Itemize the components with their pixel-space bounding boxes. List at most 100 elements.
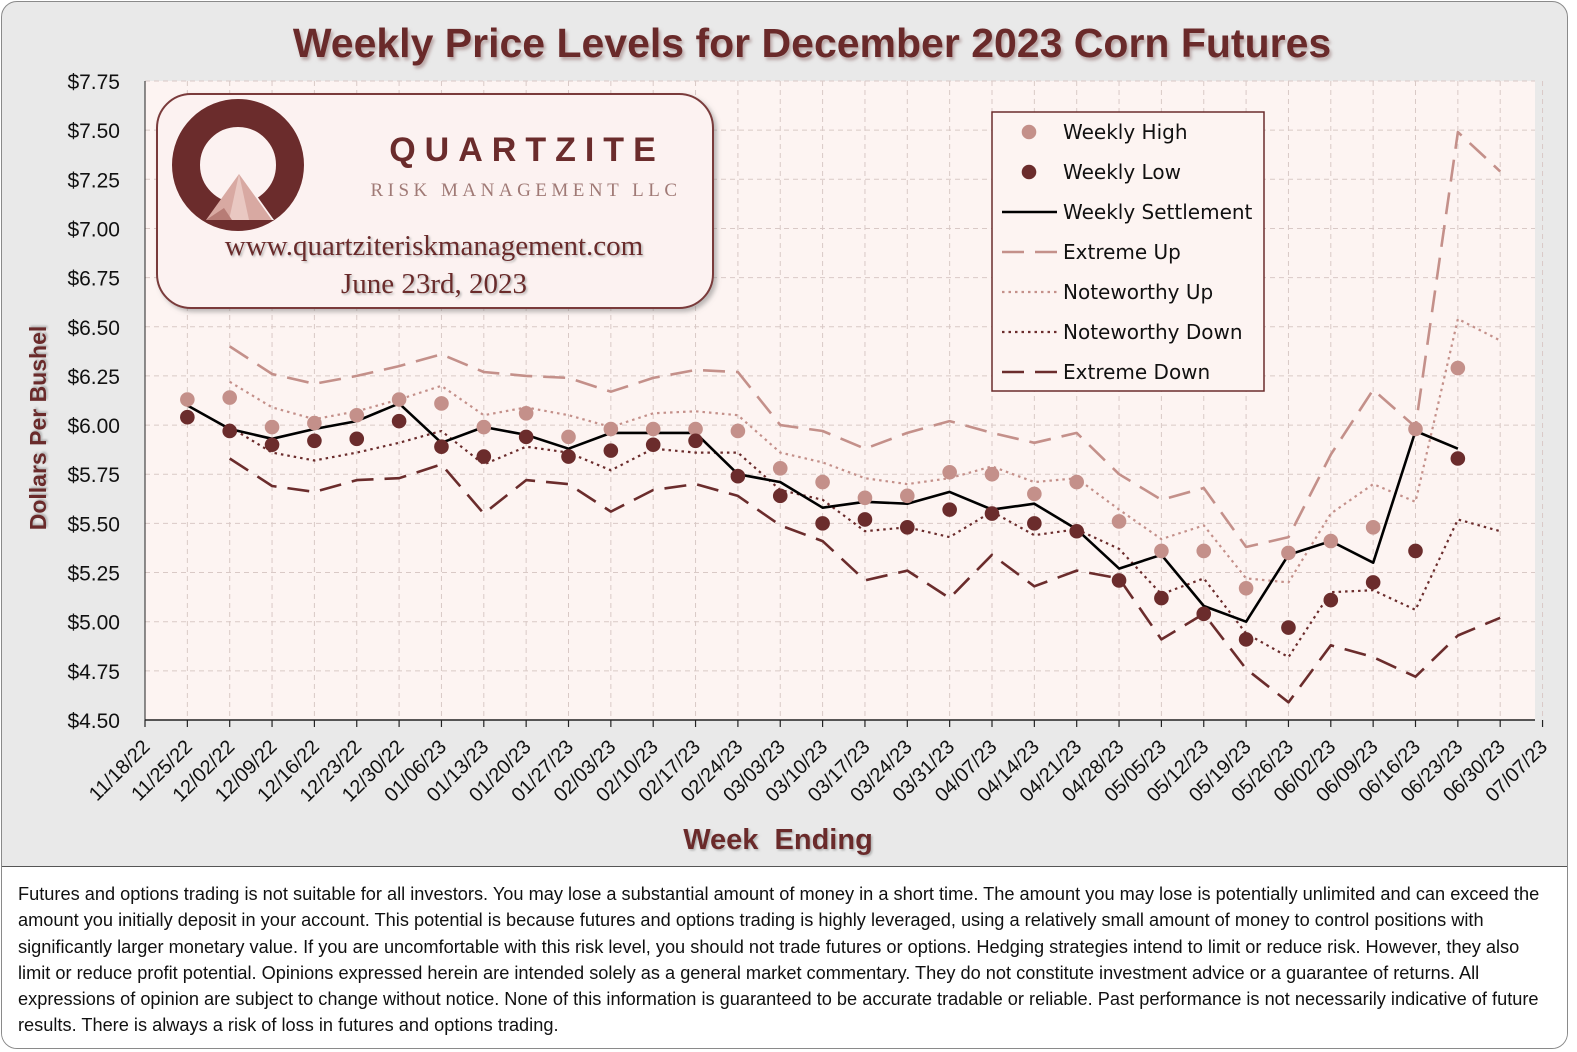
weekly-low-point	[1238, 632, 1254, 647]
weekly-high-point	[984, 466, 1000, 482]
weekly-high-point	[264, 419, 280, 435]
series-weekly-low	[180, 409, 1466, 647]
weekly-low-point	[1281, 620, 1296, 635]
legend-item-extreme-down: Extreme Down	[1002, 360, 1210, 384]
legend-item-extreme-up: Extreme Up	[1002, 240, 1181, 264]
legend-item-weekly-settlement: Weekly Settlement	[1002, 200, 1253, 224]
weekly-high-point	[1365, 520, 1381, 535]
weekly-low-point	[561, 449, 576, 464]
weekly-high-point	[603, 421, 619, 437]
weekly-low-point	[391, 413, 407, 429]
noteworthy-up-line	[229, 317, 1501, 584]
y-tick-label: $5.00	[67, 612, 120, 635]
weekly-high-point	[518, 405, 534, 421]
weekly-low-point	[772, 488, 788, 504]
weekly-low-point	[857, 512, 873, 527]
weekly-high-point	[688, 421, 703, 437]
weekly-high-point	[1450, 360, 1466, 376]
y-tick-label: $5.75	[67, 464, 120, 487]
legend-label: Extreme Down	[1063, 360, 1210, 384]
extreme-up-line	[228, 130, 1502, 549]
noteworthy-down-line	[229, 426, 1501, 659]
weekly-low-point	[1154, 590, 1169, 606]
weekly-high-point	[561, 429, 576, 445]
y-tick-label: $6.00	[67, 415, 120, 438]
legend-label: Weekly Settlement	[1063, 200, 1253, 224]
y-tick-label: $4.75	[67, 661, 120, 684]
chart-title: Weekly Price Levels for December 2023 Co…	[293, 20, 1331, 66]
legend-item-noteworthy-up: Noteworthy Up	[1002, 280, 1213, 304]
weekly-low-point	[688, 433, 703, 449]
series-extreme-up	[228, 130, 1502, 549]
weekly-low-point	[1196, 606, 1212, 622]
weekly-low-point	[1111, 573, 1127, 588]
x-axis-ticks: 11/18/2211/25/2212/02/2212/09/2212/16/22…	[85, 720, 1552, 807]
legend-item-weekly-low: Weekly Low	[1021, 160, 1181, 184]
series-noteworthy-down	[229, 426, 1501, 659]
weekly-low-point	[307, 433, 322, 449]
extreme-down-line	[228, 457, 1501, 704]
legend-label: Noteworthy Up	[1063, 280, 1213, 304]
weekly-high-point	[1027, 486, 1042, 502]
weekly-high-point	[1238, 580, 1254, 596]
weekly-high-point	[391, 392, 407, 407]
weekly-high-point	[942, 464, 957, 480]
weekly-high-point	[1196, 543, 1212, 559]
y-tick-label: $5.50	[67, 513, 120, 536]
weekly-high-point	[815, 474, 830, 490]
weekly-high-point	[730, 423, 746, 439]
vertical-gridlines	[186, 81, 1544, 720]
legend-marker	[1021, 124, 1037, 140]
y-tick-label: $7.25	[67, 169, 120, 192]
weekly-low-point	[645, 437, 661, 453]
series-layer	[180, 130, 1502, 704]
legend-item-weekly-high: Weekly High	[1021, 120, 1188, 144]
weekly-high-point	[180, 392, 195, 407]
y-tick-label: $6.50	[67, 317, 120, 340]
logo-website: www.quartziteriskmanagement.com	[225, 230, 644, 262]
quartzite-logo-icon	[172, 99, 304, 231]
weekly-high-point	[1069, 474, 1084, 490]
logo-subtitle: RISK MANAGEMENT LLC	[370, 180, 681, 201]
weekly-low-point	[815, 516, 830, 531]
legend-item-noteworthy-down: Noteworthy Down	[1002, 320, 1243, 344]
weekly-low-point	[603, 443, 619, 458]
weekly-low-point	[1365, 575, 1381, 590]
legend: Weekly High Weekly Low Weekly Settlement Ex…	[991, 111, 1265, 392]
legend-label: Weekly Low	[1063, 160, 1181, 184]
legend-label: Extreme Up	[1063, 240, 1181, 264]
weekly-low-point	[942, 502, 957, 517]
weekly-high-point	[772, 461, 788, 476]
weekly-low-point	[1069, 523, 1084, 539]
weekly-low-point	[900, 520, 915, 535]
series-weekly-high	[180, 360, 1466, 596]
weekly-high-point	[434, 396, 449, 411]
y-axis-title: Dollars Per Bushel	[25, 326, 51, 531]
weekly-high-point	[349, 407, 365, 423]
weekly-high-point	[1408, 421, 1423, 437]
series-noteworthy-up	[229, 317, 1501, 584]
weekly-low-point	[349, 431, 365, 447]
y-tick-label: $7.50	[67, 120, 120, 143]
weekly-high-point	[222, 390, 237, 405]
weekly-low-point	[264, 437, 280, 453]
weekly-low-point	[476, 449, 492, 464]
x-axis-title: Week Ending	[683, 824, 873, 856]
y-axis-ticks: $4.50 $4.75 $5.00 $5.25 $5.50 $5.75 $6.00 $6.25…	[67, 71, 120, 733]
horizontal-gridlines	[145, 80, 1535, 672]
logo-box: QUARTZITE RISK MANAGEMENT LLC www.quartz…	[156, 93, 714, 309]
weekly-high-point	[645, 421, 661, 437]
legend-label: Noteworthy Down	[1063, 320, 1243, 344]
disclaimer-panel: Futures and options trading is not suita…	[2, 866, 1567, 1048]
weekly-low-point	[180, 409, 195, 425]
weekly-low-point	[222, 423, 237, 439]
disclaimer-text: Futures and options trading is not suita…	[18, 884, 1540, 1036]
weekly-low-point	[984, 506, 1000, 521]
y-tick-label: $7.75	[67, 71, 120, 94]
legend-label: Weekly High	[1063, 120, 1188, 144]
weekly-high-point	[857, 490, 873, 506]
chart: Weekly Price Levels for December 2023 Co…	[25, 20, 1552, 856]
y-tick-label: $7.00	[67, 218, 120, 241]
y-tick-label: $6.75	[67, 268, 120, 291]
